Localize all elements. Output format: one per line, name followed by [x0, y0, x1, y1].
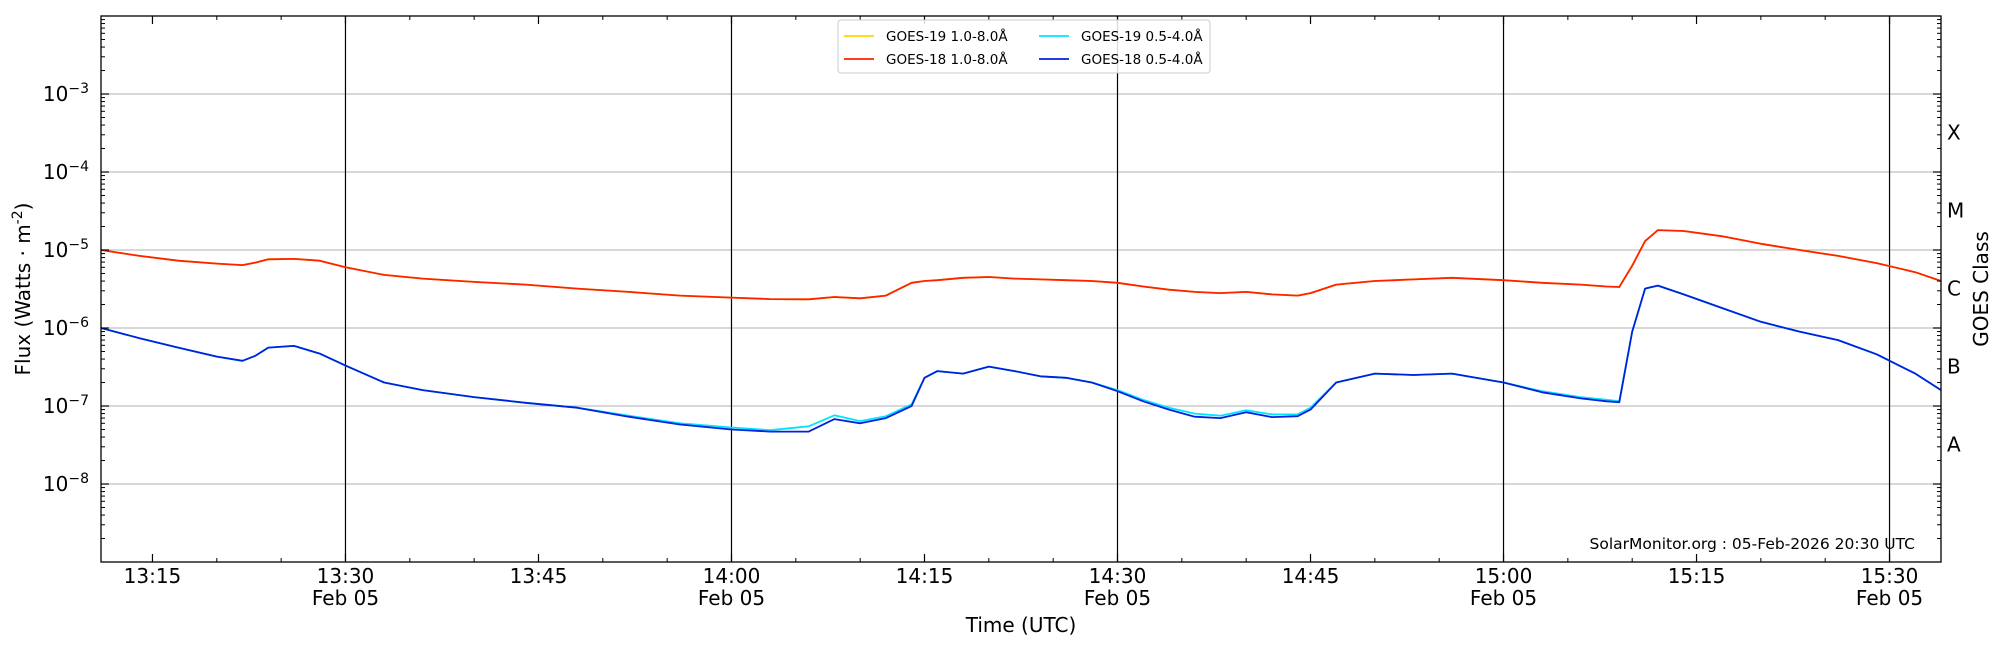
- solarmonitor-credit: SolarMonitor.org : 05-Feb-2026 20:30 UTC: [1590, 535, 1915, 553]
- y-axis-title-text: Flux (Watts · m: [11, 224, 35, 375]
- y-tick-label: 10−5: [43, 237, 89, 262]
- y-tick-exponent: −6: [68, 315, 89, 331]
- y-tick-base: 10: [43, 472, 68, 496]
- goes-class-label-c: C: [1947, 277, 1961, 301]
- x-tick-label: 14:15: [896, 564, 954, 588]
- y-tick-exponent: −8: [68, 471, 89, 487]
- y-tick-base: 10: [43, 82, 68, 106]
- x-axis-title: Time (UTC): [965, 613, 1077, 637]
- x-tick-date-label: Feb 05: [312, 586, 379, 610]
- legend: GOES-19 1.0-8.0Å GOES-19 0.5-4.0Å GOES-18 …: [837, 19, 1211, 74]
- x-tick-date-label: Feb 05: [1470, 586, 1537, 610]
- x-tick-date-label: Feb 05: [698, 586, 765, 610]
- y-tick-label: 10−4: [43, 159, 89, 184]
- y-tick-base: 10: [43, 238, 68, 262]
- goes-class-label-x: X: [1947, 121, 1961, 145]
- y-tick-base: 10: [43, 394, 68, 418]
- x-tick-label: 15:30: [1861, 564, 1919, 588]
- y-axis-title-exponent: -2: [10, 210, 26, 224]
- x-tick-label: 13:30: [317, 564, 375, 588]
- y-tick-exponent: −4: [68, 159, 89, 175]
- y-tick-exponent: −3: [68, 81, 89, 97]
- x-tick-label: 15:15: [1668, 564, 1726, 588]
- y-tick-label: 10−6: [43, 315, 89, 340]
- goes-class-label-b: B: [1947, 355, 1961, 379]
- x-tick-label: 14:45: [1282, 564, 1340, 588]
- grid-layer: [101, 93, 1941, 485]
- y-tick-exponent: −7: [68, 393, 89, 409]
- legend-label-3: GOES-18 0.5-4.0Å: [1081, 51, 1203, 68]
- y-tick-label: 10−3: [43, 81, 89, 106]
- y-axis-title-close: ): [11, 203, 35, 211]
- x-tick-label: 13:45: [510, 564, 568, 588]
- goes-class-axis-title: GOES Class: [1969, 231, 1993, 347]
- y-tick-exponent: −5: [68, 237, 89, 253]
- y-axis-title: Flux (Watts · m-2): [10, 203, 35, 376]
- legend-label-1: GOES-18 1.0-8.0Å: [886, 51, 1008, 68]
- plot-frame: [100, 15, 1942, 563]
- goes-class-label-a: A: [1947, 433, 1961, 457]
- series-line-1: [100, 229, 1942, 301]
- legend-label-2: GOES-19 0.5-4.0Å: [1081, 28, 1203, 45]
- series-line-3: [100, 284, 1942, 433]
- x-tick-date-label: Feb 05: [1856, 586, 1923, 610]
- x-tick-label: 14:30: [1089, 564, 1147, 588]
- y-tick-base: 10: [43, 160, 68, 184]
- y-tick-label: 10−7: [43, 393, 89, 418]
- date-separator-lines: [344, 16, 1891, 562]
- series-layer: [100, 229, 1942, 433]
- y-tick-base: 10: [43, 316, 68, 340]
- x-tick-label: 15:00: [1475, 564, 1533, 588]
- legend-label-0: GOES-19 1.0-8.0Å: [886, 28, 1008, 45]
- x-tick-date-label: Feb 05: [1084, 586, 1151, 610]
- x-tick-label: 14:00: [703, 564, 761, 588]
- goes-class-label-m: M: [1947, 199, 1964, 223]
- series-line-2: [100, 284, 1942, 432]
- legend-box: [837, 19, 1211, 74]
- y-tick-label: 10−8: [43, 471, 89, 496]
- x-tick-label: 13:15: [124, 564, 182, 588]
